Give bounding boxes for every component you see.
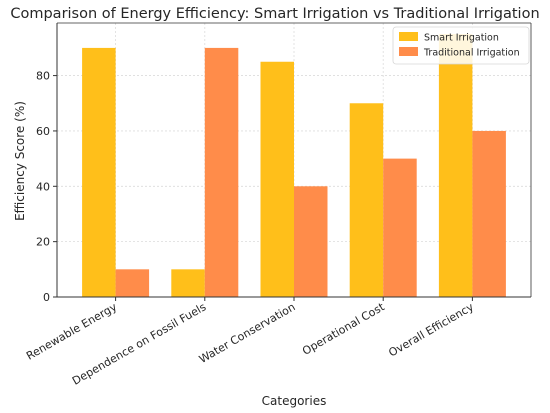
bar-smart-irrigation-1: [82, 47, 116, 298]
y-tick-label: 60: [36, 125, 50, 138]
bar-smart-irrigation-3: [260, 61, 294, 298]
y-tick-label: 80: [36, 70, 50, 83]
bar-traditional-irrigation-2: [204, 47, 239, 298]
bar-traditional-irrigation-5: [472, 130, 506, 297]
y-tick-label: 20: [36, 236, 50, 249]
bar-traditional-irrigation-3: [294, 186, 328, 297]
bar-smart-irrigation-4: [349, 103, 384, 297]
y-tick-label: 0: [43, 291, 50, 304]
x-tick-label: Operational Cost: [300, 300, 387, 358]
y-axis-label: Efficiency Score (%): [13, 101, 27, 221]
bar-smart-irrigation-2: [171, 269, 205, 297]
legend-swatch: [399, 47, 418, 56]
legend-label: Smart Irrigation: [424, 33, 499, 44]
bar-traditional-irrigation-1: [115, 269, 150, 297]
bar-traditional-irrigation-4: [383, 158, 417, 297]
legend-box: [392, 26, 530, 65]
legend-swatch: [399, 32, 418, 41]
y-tick-label: 40: [36, 180, 50, 193]
y-tick-labels: 0 20 40 60 80: [36, 70, 57, 304]
x-tick-label: Overall Efficiency: [386, 300, 476, 359]
x-tick-label: Water Conservation: [197, 300, 298, 366]
legend: Smart Irrigation Traditional Irrigation: [392, 26, 530, 65]
bar-smart-irrigation-5: [438, 34, 473, 297]
x-tick-label: Renewable Energy: [24, 300, 119, 363]
bars: [82, 34, 506, 298]
legend-label: Traditional Irrigation: [423, 48, 520, 59]
x-axis-label: Categories: [262, 394, 327, 408]
chart-title: Comparison of Energy Efficiency: Smart I…: [10, 6, 539, 22]
